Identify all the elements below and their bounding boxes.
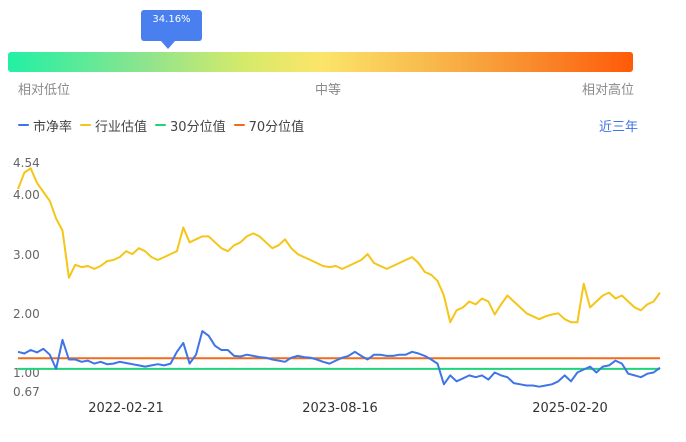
legend-item-industry[interactable]: 行业估值 bbox=[80, 116, 147, 135]
period-selector-link[interactable]: 近三年 bbox=[599, 120, 639, 135]
legend-item-pb[interactable]: 市净率 bbox=[18, 116, 72, 135]
legend-swatch-icon bbox=[233, 124, 245, 126]
percentile-tooltip: 34.16% bbox=[141, 10, 202, 41]
legend-swatch-icon bbox=[80, 124, 92, 126]
legend-item-p70[interactable]: 70分位值 bbox=[233, 116, 305, 135]
x-tick-label: 2025-02-20 bbox=[532, 401, 608, 416]
tooltip-pointer-icon bbox=[161, 41, 175, 49]
legend-swatch-icon bbox=[155, 124, 167, 126]
legend-label: 70分位值 bbox=[248, 119, 305, 135]
gauge-label-mid: 中等 bbox=[315, 83, 342, 98]
y-tick-label: 3.00 bbox=[13, 248, 40, 262]
legend-item-p30[interactable]: 30分位值 bbox=[155, 116, 226, 135]
chart-legend: 市净率 行业估值 30分位值 70分位值 bbox=[18, 116, 312, 135]
legend-swatch-icon bbox=[18, 124, 29, 126]
x-tick-label: 2022-02-21 bbox=[88, 401, 164, 416]
gauge-label-high: 相对高位 bbox=[582, 83, 635, 98]
y-tick-label: 2.00 bbox=[13, 307, 40, 321]
x-tick-label: 2023-08-16 bbox=[302, 401, 378, 416]
percentile-value: 34.16% bbox=[152, 14, 191, 25]
y-tick-label: 0.67 bbox=[13, 385, 40, 399]
legend-label: 市净率 bbox=[33, 119, 73, 135]
y-tick-label: 4.54 bbox=[13, 156, 40, 170]
valuation-gauge-bar bbox=[8, 52, 633, 72]
gauge-label-low: 相对低位 bbox=[18, 83, 71, 98]
legend-label: 行业估值 bbox=[95, 119, 148, 135]
y-tick-label: 4.00 bbox=[13, 188, 40, 202]
pb-series-line bbox=[17, 330, 661, 388]
legend-label: 30分位值 bbox=[170, 119, 226, 135]
industry-series-line bbox=[17, 167, 661, 324]
